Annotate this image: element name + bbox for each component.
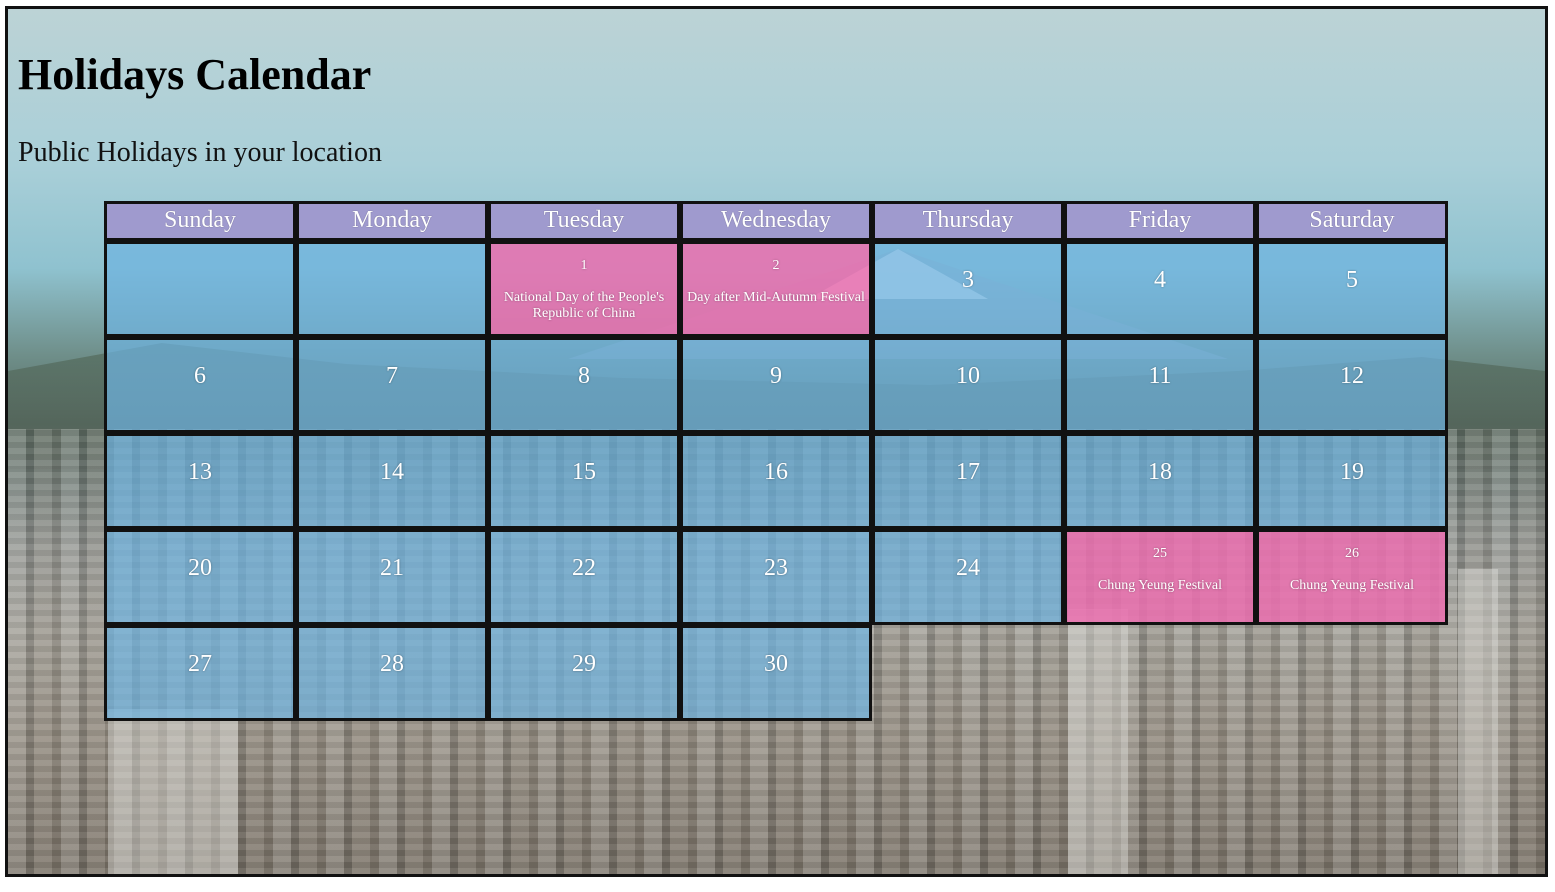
calendar-week-row: 20 21 22 23 24 25 Chung Yeung Festival 26 Chung … (104, 529, 1454, 625)
calendar-day-cell[interactable]: 27 (104, 625, 296, 721)
day-number: 15 (572, 459, 596, 485)
day-number: 24 (956, 555, 980, 581)
holidays-calendar: Sunday Monday Tuesday Wednesday Thursday Frid… (104, 201, 1454, 721)
day-number: 21 (380, 555, 404, 581)
calendar-day-cell[interactable]: 30 (680, 625, 872, 721)
day-number: 6 (194, 363, 206, 389)
day-number: 9 (770, 363, 782, 389)
weekday-header: Monday (296, 201, 488, 241)
calendar-day-cell[interactable]: 6 (104, 337, 296, 433)
holiday-name: Chung Yeung Festival (1289, 578, 1415, 593)
calendar-week-row: 1 National Day of the People's Republic o… (104, 241, 1454, 337)
holiday-name: National Day of the People's Republic of… (503, 290, 665, 321)
weekday-header: Friday (1064, 201, 1256, 241)
day-number: 10 (956, 363, 980, 389)
weekday-header: Saturday (1256, 201, 1448, 241)
calendar-day-cell[interactable]: 12 (1256, 337, 1448, 433)
calendar-holiday-cell[interactable]: 26 Chung Yeung Festival (1256, 529, 1448, 625)
day-number: 1 (580, 258, 588, 273)
weekday-header-row: Sunday Monday Tuesday Wednesday Thursday Frid… (104, 201, 1454, 241)
calendar-day-cell[interactable]: 24 (872, 529, 1064, 625)
calendar-day-cell[interactable]: 11 (1064, 337, 1256, 433)
calendar-day-cell[interactable]: 4 (1064, 241, 1256, 337)
calendar-holiday-cell[interactable]: 25 Chung Yeung Festival (1064, 529, 1256, 625)
weekday-header: Sunday (104, 201, 296, 241)
background-tower (1068, 609, 1128, 874)
calendar-day-cell[interactable]: 9 (680, 337, 872, 433)
background-tower (108, 709, 238, 874)
calendar-day-cell[interactable]: 28 (296, 625, 488, 721)
calendar-weeks: 1 National Day of the People's Republic o… (104, 241, 1454, 721)
calendar-holiday-cell[interactable]: 1 National Day of the People's Republic o… (488, 241, 680, 337)
day-number: 7 (386, 363, 398, 389)
calendar-day-cell[interactable]: 15 (488, 433, 680, 529)
day-number: 27 (188, 651, 212, 677)
calendar-week-row: 27 28 29 30 (104, 625, 1454, 721)
day-number: 11 (1148, 363, 1172, 389)
weekday-header: Tuesday (488, 201, 680, 241)
page-subtitle: Public Holidays in your location (18, 137, 382, 168)
day-number: 8 (578, 363, 590, 389)
calendar-day-cell[interactable]: 5 (1256, 241, 1448, 337)
day-number: 5 (1346, 267, 1358, 293)
calendar-day-cell[interactable]: 16 (680, 433, 872, 529)
day-number: 29 (572, 651, 596, 677)
day-number: 19 (1340, 459, 1364, 485)
day-number: 12 (1340, 363, 1364, 389)
day-number: 3 (962, 267, 974, 293)
holiday-name: Chung Yeung Festival (1097, 578, 1223, 593)
calendar-day-cell[interactable]: 10 (872, 337, 1064, 433)
calendar-filler (1256, 625, 1448, 721)
calendar-day-cell[interactable]: 14 (296, 433, 488, 529)
day-number: 14 (380, 459, 404, 485)
page-frame: Holidays Calendar Public Holidays in you… (5, 6, 1548, 877)
holiday-name: Day after Mid-Autumn Festival (687, 290, 865, 305)
day-number: 17 (956, 459, 980, 485)
day-number: 16 (764, 459, 788, 485)
calendar-empty-cell (296, 241, 488, 337)
calendar-day-cell[interactable]: 8 (488, 337, 680, 433)
calendar-filler (1064, 625, 1256, 721)
calendar-day-cell[interactable]: 18 (1064, 433, 1256, 529)
page-title: Holidays Calendar (18, 50, 372, 99)
calendar-week-row: 13 14 15 16 17 18 19 (104, 433, 1454, 529)
calendar-day-cell[interactable]: 7 (296, 337, 488, 433)
day-number: 20 (188, 555, 212, 581)
day-number: 22 (572, 555, 596, 581)
calendar-day-cell[interactable]: 22 (488, 529, 680, 625)
day-number: 30 (764, 651, 788, 677)
day-number: 25 (1153, 546, 1167, 561)
day-number: 2 (772, 258, 780, 273)
weekday-header: Wednesday (680, 201, 872, 241)
calendar-holiday-cell[interactable]: 2 Day after Mid-Autumn Festival (680, 241, 872, 337)
day-number: 26 (1345, 546, 1359, 561)
calendar-day-cell[interactable]: 3 (872, 241, 1064, 337)
day-number: 4 (1154, 267, 1166, 293)
background-tower (1458, 569, 1498, 874)
calendar-day-cell[interactable]: 20 (104, 529, 296, 625)
day-number: 18 (1148, 459, 1172, 485)
day-number: 28 (380, 651, 404, 677)
weekday-header: Thursday (872, 201, 1064, 241)
calendar-day-cell[interactable]: 29 (488, 625, 680, 721)
day-number: 23 (764, 555, 788, 581)
calendar-day-cell[interactable]: 19 (1256, 433, 1448, 529)
calendar-week-row: 6 7 8 9 10 11 12 (104, 337, 1454, 433)
calendar-day-cell[interactable]: 21 (296, 529, 488, 625)
calendar-day-cell[interactable]: 13 (104, 433, 296, 529)
day-number: 13 (188, 459, 212, 485)
calendar-day-cell[interactable]: 17 (872, 433, 1064, 529)
calendar-filler (872, 625, 1064, 721)
calendar-empty-cell (104, 241, 296, 337)
calendar-day-cell[interactable]: 23 (680, 529, 872, 625)
